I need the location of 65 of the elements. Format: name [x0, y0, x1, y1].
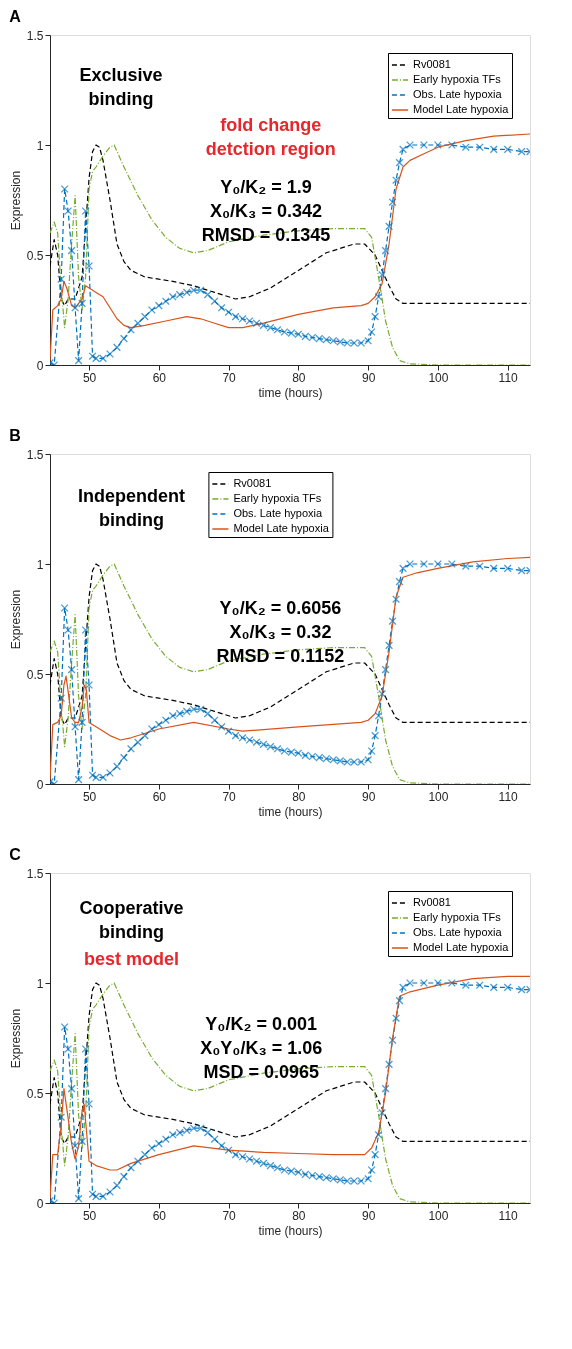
x-tick-label: 90 — [361, 1208, 376, 1223]
x-tick-label: 80 — [292, 370, 306, 385]
legend-label: Early hypoxia TFs — [413, 73, 502, 85]
annotation: fold change detction region — [205, 114, 336, 159]
annotation: Cooperative binding — [79, 898, 184, 943]
annotation: Independent binding — [78, 485, 186, 530]
y-tick-label: 0.5 — [26, 1086, 44, 1101]
line-series — [50, 982, 530, 1145]
x-axis-title: time (hours) — [258, 1223, 323, 1238]
legend-label: Model Late hypoxia — [413, 103, 510, 115]
chart-title: C — [9, 846, 22, 863]
x-tick-label: 70 — [222, 370, 237, 385]
annotation: Exclusive binding — [79, 65, 163, 110]
x-tick-label: 50 — [82, 1208, 97, 1223]
x-tick-label: 50 — [82, 789, 97, 804]
x-tick-label: 70 — [222, 1208, 237, 1223]
x-tick-label: 100 — [428, 789, 449, 804]
legend-label: Rv0081 — [233, 477, 272, 489]
y-tick-label: 1.5 — [26, 447, 44, 462]
x-tick-label: 110 — [498, 789, 519, 804]
legend-label: Rv0081 — [413, 58, 451, 70]
y-tick-label: 0 — [36, 777, 44, 792]
chart-title: A — [9, 8, 22, 25]
legend-label: Obs. Late hypoxia — [413, 88, 503, 100]
x-tick-label: 90 — [361, 789, 376, 804]
x-tick-label: 110 — [498, 1208, 519, 1223]
y-tick-label: 1 — [36, 138, 44, 153]
y-axis-title: Expression — [8, 170, 23, 231]
x-tick-label: 60 — [152, 789, 167, 804]
annotation: Y₀/K₂ = 0.6056 X₀/K₃ = 0.32 RMSD = 0.1152 — [216, 598, 345, 667]
legend-label: Obs. Late hypoxia — [413, 926, 503, 938]
y-tick-label: 0 — [36, 358, 44, 373]
x-tick-label: 50 — [82, 370, 97, 385]
x-tick-label: 60 — [152, 370, 167, 385]
x-axis-title: time (hours) — [258, 804, 323, 819]
legend-label: Model Late hypoxia — [413, 941, 510, 953]
legend-label: Obs. Late hypoxia — [233, 507, 323, 519]
x-tick-label: 90 — [361, 370, 376, 385]
y-tick-label: 0.5 — [26, 248, 44, 263]
y-axis-title: Expression — [8, 589, 23, 650]
y-tick-label: 1.5 — [26, 866, 44, 881]
annotation: Y₀/K₂ = 1.9 X₀/K₃ = 0.342 RMSD = 0.1345 — [201, 177, 331, 246]
y-tick-label: 0 — [36, 1196, 44, 1211]
x-tick-label: 80 — [292, 1208, 306, 1223]
x-tick-label: 100 — [428, 1208, 449, 1223]
line-series — [50, 563, 530, 726]
chart-title: B — [9, 427, 21, 444]
y-tick-label: 1.5 — [26, 28, 44, 43]
line-series — [50, 144, 530, 307]
legend-label: Rv0081 — [413, 896, 451, 908]
y-tick-label: 1 — [36, 557, 44, 572]
x-axis-title: time (hours) — [258, 385, 323, 400]
legend-label: Model Late hypoxia — [233, 522, 330, 534]
legend-label: Early hypoxia TFs — [233, 492, 322, 504]
x-tick-label: 70 — [222, 789, 237, 804]
y-tick-label: 1 — [36, 976, 44, 991]
x-tick-label: 100 — [428, 370, 449, 385]
x-tick-label: 110 — [498, 370, 519, 385]
x-tick-label: 80 — [292, 789, 306, 804]
annotation: Y₀/K₂ = 0.001 X₀Y₀/K₃ = 1.06 MSD = 0.0965 — [200, 1013, 323, 1082]
x-tick-label: 60 — [152, 1208, 167, 1223]
y-axis-title: Expression — [8, 1008, 23, 1069]
legend-label: Early hypoxia TFs — [413, 911, 502, 923]
y-tick-label: 0.5 — [26, 667, 44, 682]
annotation: best model — [84, 949, 180, 970]
